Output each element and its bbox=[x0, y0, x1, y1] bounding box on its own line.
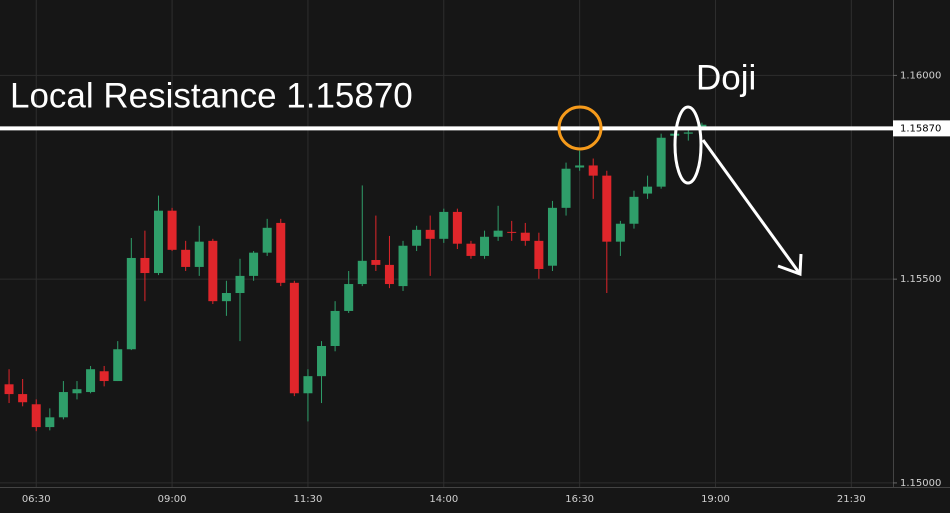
resistance-label: Local Resistance 1.15870 bbox=[10, 76, 413, 115]
x-tick-label: 11:30 bbox=[294, 494, 323, 505]
candle-body bbox=[371, 260, 381, 265]
price-label-box bbox=[893, 120, 950, 137]
candle-body bbox=[303, 376, 313, 394]
candle-body bbox=[45, 417, 55, 428]
x-tick-label: 21:30 bbox=[837, 494, 866, 505]
candle-body bbox=[602, 175, 612, 242]
candle-body bbox=[534, 240, 544, 269]
candle-body bbox=[493, 230, 503, 237]
candle-body bbox=[208, 240, 218, 302]
highlight-circle bbox=[557, 105, 603, 151]
candle-body bbox=[520, 232, 530, 241]
doji-ellipse bbox=[673, 105, 703, 185]
candle-body bbox=[58, 392, 68, 418]
candle-body bbox=[697, 124, 707, 128]
candle-body bbox=[384, 264, 394, 285]
candle-body bbox=[221, 293, 231, 302]
candle-body bbox=[194, 241, 204, 267]
candle-body bbox=[18, 394, 28, 403]
candle-body bbox=[126, 257, 136, 350]
y-tick-label: 1.16000 bbox=[900, 70, 941, 81]
candle-body bbox=[140, 257, 150, 274]
candle-body bbox=[113, 349, 123, 382]
candle-body bbox=[398, 245, 408, 287]
y-tick-label: 1.15500 bbox=[900, 274, 941, 285]
overlay: Local Resistance 1.15870 Doji 1.15870 bbox=[0, 58, 950, 277]
x-tick-label: 19:00 bbox=[701, 494, 730, 505]
candle-body bbox=[412, 229, 422, 246]
candle-body bbox=[167, 210, 177, 250]
x-tick-label: 06:30 bbox=[22, 494, 51, 505]
candle-body bbox=[262, 227, 272, 253]
candle-body bbox=[629, 196, 639, 224]
y-tick-label: 1.15000 bbox=[900, 478, 941, 489]
x-tick-label: 16:30 bbox=[565, 494, 594, 505]
candle-body bbox=[439, 211, 449, 239]
candle-body bbox=[615, 223, 625, 242]
candle-body bbox=[656, 137, 666, 187]
candle-body bbox=[99, 371, 109, 382]
candle-body bbox=[330, 310, 340, 346]
candle-body bbox=[153, 210, 163, 274]
candle-body bbox=[480, 236, 490, 256]
candle-body bbox=[547, 207, 557, 266]
candles bbox=[4, 122, 707, 432]
candle-body bbox=[466, 243, 476, 256]
arrow-shaft bbox=[701, 139, 802, 275]
candle-body bbox=[683, 132, 693, 134]
candle-body bbox=[452, 211, 462, 244]
candle-body bbox=[31, 404, 41, 428]
price-label: 1.15870 bbox=[900, 123, 941, 134]
candle-body bbox=[235, 275, 245, 294]
candle-body bbox=[344, 284, 354, 311]
candle-body bbox=[575, 165, 585, 168]
x-tick-label: 14:00 bbox=[429, 494, 458, 505]
arrow-head bbox=[777, 253, 803, 277]
candle-body bbox=[276, 222, 286, 283]
candle-body bbox=[425, 229, 435, 239]
candle-body bbox=[643, 186, 653, 194]
candle-body bbox=[86, 369, 96, 393]
candle-body bbox=[507, 231, 517, 233]
candle-body bbox=[357, 260, 367, 285]
candle-body bbox=[289, 282, 299, 394]
candle-body bbox=[561, 168, 571, 208]
candle-body bbox=[72, 389, 82, 394]
candle-body bbox=[588, 165, 598, 176]
candle-body bbox=[317, 345, 327, 377]
candle-body bbox=[181, 249, 191, 267]
x-tick-label: 09:00 bbox=[158, 494, 187, 505]
candle-body bbox=[4, 384, 14, 395]
doji-label: Doji bbox=[696, 58, 756, 97]
candle-body bbox=[249, 252, 259, 276]
